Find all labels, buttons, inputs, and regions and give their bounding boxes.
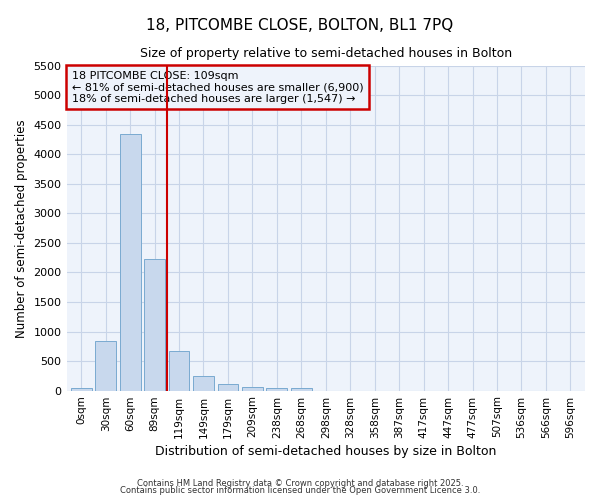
X-axis label: Distribution of semi-detached houses by size in Bolton: Distribution of semi-detached houses by …	[155, 444, 496, 458]
Text: 18, PITCOMBE CLOSE, BOLTON, BL1 7PQ: 18, PITCOMBE CLOSE, BOLTON, BL1 7PQ	[146, 18, 454, 32]
Text: Contains HM Land Registry data © Crown copyright and database right 2025.: Contains HM Land Registry data © Crown c…	[137, 478, 463, 488]
Bar	[193, 376, 214, 390]
Bar	[218, 384, 238, 390]
Bar	[266, 388, 287, 390]
Title: Size of property relative to semi-detached houses in Bolton: Size of property relative to semi-detach…	[140, 48, 512, 60]
Bar	[242, 386, 263, 390]
Bar	[144, 259, 165, 390]
Bar	[169, 351, 190, 391]
Bar	[71, 388, 92, 390]
Text: Contains public sector information licensed under the Open Government Licence 3.: Contains public sector information licen…	[120, 486, 480, 495]
Bar	[120, 134, 140, 390]
Bar	[291, 388, 312, 390]
Y-axis label: Number of semi-detached properties: Number of semi-detached properties	[15, 119, 28, 338]
Text: 18 PITCOMBE CLOSE: 109sqm
← 81% of semi-detached houses are smaller (6,900)
18% : 18 PITCOMBE CLOSE: 109sqm ← 81% of semi-…	[72, 70, 364, 104]
Bar	[95, 341, 116, 390]
